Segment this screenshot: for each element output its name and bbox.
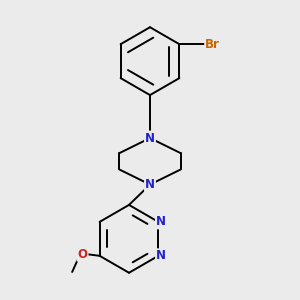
Text: O: O — [77, 248, 88, 261]
Text: N: N — [145, 131, 155, 145]
Text: Br: Br — [205, 38, 220, 51]
Text: N: N — [145, 178, 155, 191]
Text: N: N — [156, 215, 166, 228]
Text: N: N — [156, 249, 166, 262]
